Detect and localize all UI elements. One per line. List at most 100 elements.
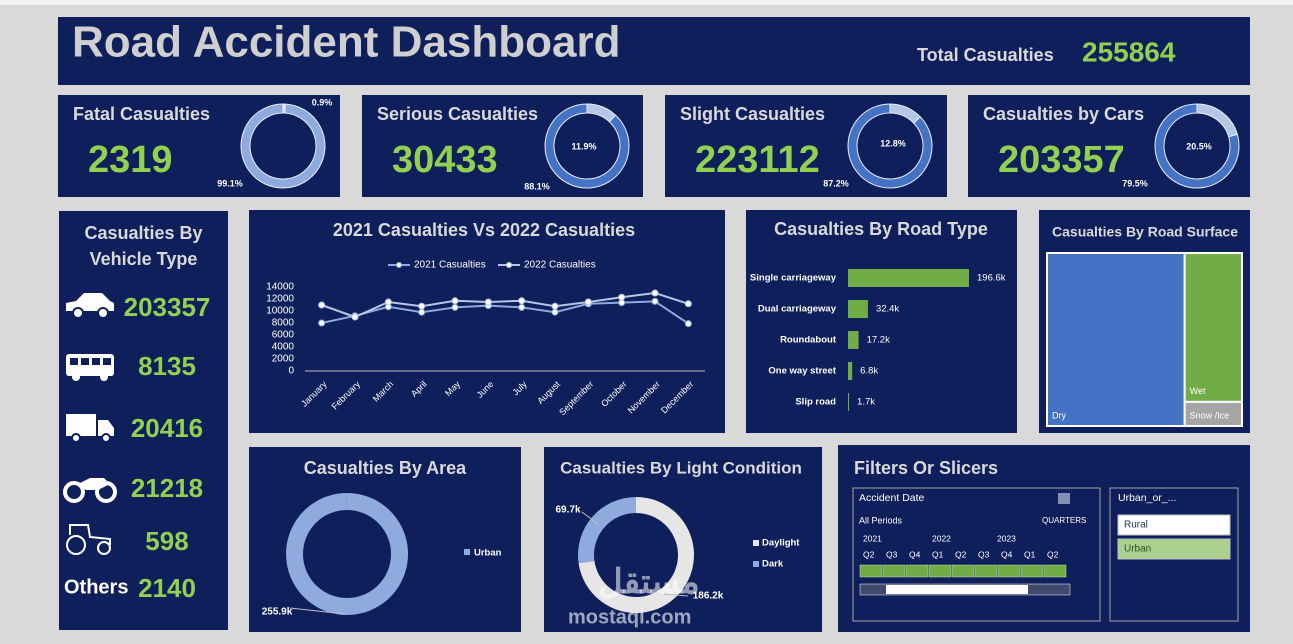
timeline-cell[interactable] (1043, 564, 1067, 578)
data-label: 99.1% (217, 178, 243, 188)
scrollbar-thumb[interactable] (886, 585, 1028, 594)
slicer-title: Urban_or_... (1118, 492, 1176, 504)
tile-label: Wet (1190, 386, 1206, 396)
timeline-quarter: Q2 (863, 549, 875, 559)
timeline-year: 2022 (932, 533, 951, 543)
leader-line (289, 607, 346, 615)
tile-label: Dry (1052, 410, 1066, 420)
data-label: 17.2k (867, 335, 890, 346)
y-tick-label: Roundabout (780, 335, 837, 346)
timeline-quarter: Q4 (909, 549, 921, 559)
icon-shape (70, 358, 78, 365)
bar (848, 393, 850, 411)
legend-label: Urban (474, 548, 502, 559)
bar (848, 300, 868, 318)
timeline-year: 2021 (863, 533, 882, 543)
y-tick-label: One way street (768, 366, 836, 377)
series-point (318, 319, 326, 327)
card-title: Serious Casualties (377, 104, 538, 124)
timeline-clear (1058, 493, 1070, 504)
legend-label: Daylight (762, 538, 800, 549)
series-point (418, 302, 426, 310)
vehicle-icon (66, 414, 114, 443)
series-point (451, 303, 459, 311)
y-tick-label: Dual carriageway (758, 304, 837, 315)
legend-swatch (396, 262, 402, 268)
icon-shape (81, 358, 89, 365)
data-label: 11.9% (571, 141, 596, 151)
data-label: 79.5% (1122, 178, 1148, 188)
vehicle-value: 21218 (131, 473, 203, 503)
data-label: 88.1% (524, 181, 550, 191)
y-tick-label: 4000 (272, 342, 295, 353)
vehicle-icon (63, 478, 117, 503)
treemap-tile (1183, 400, 1244, 427)
card-title: Slight Casualties (680, 104, 825, 124)
data-label: 1.7k (857, 397, 875, 408)
icon-shape (100, 373, 108, 381)
timeline-cell[interactable] (1020, 564, 1044, 578)
series-point (451, 297, 459, 305)
timeline-quarter: Q3 (978, 549, 990, 559)
timeline-cell[interactable] (974, 564, 998, 578)
icon-shape (78, 478, 110, 490)
series-point (318, 301, 326, 309)
data-label: 12.8% (880, 138, 906, 148)
timeline (852, 487, 1101, 622)
timeline-cell[interactable] (928, 564, 952, 578)
slicer-item[interactable] (1117, 538, 1231, 560)
kpi-value: 255864 (1082, 36, 1176, 67)
watermark-text: mostaql.com (568, 606, 691, 628)
data-label: 69.7k (555, 505, 580, 516)
donut-segment (847, 103, 933, 189)
icon-shape (66, 414, 96, 436)
timeline-quarter: Q3 (886, 549, 898, 559)
panel-title: Filters Or Slicers (854, 458, 998, 478)
data-label: 255.9k (262, 607, 293, 618)
icon-shape (72, 373, 80, 381)
chart-title: Casualties By Road Surface (1052, 224, 1238, 240)
vehicle-value: 598 (145, 526, 188, 556)
series-point (518, 303, 526, 311)
slicer-item-label: Rural (1124, 520, 1148, 531)
series-point (484, 298, 492, 306)
dashboard-title: Road Accident Dashboard (72, 18, 620, 67)
series-point (684, 320, 692, 328)
chart-title: 2021 Casualties Vs 2022 Casualties (333, 220, 635, 240)
card-title: Casualties by Cars (983, 104, 1144, 124)
bar (848, 362, 853, 380)
data-label: 196.6k (977, 273, 1006, 284)
data-label: 32.4k (876, 304, 899, 315)
data-label: 87.2% (823, 178, 849, 188)
data-label: 186.2k (693, 591, 724, 602)
timeline-period: All Periods (859, 515, 903, 525)
timeline-cell[interactable] (859, 564, 883, 578)
timeline-level[interactable]: QUARTERS (1042, 516, 1086, 525)
series-point (518, 297, 526, 305)
vehicle-value: 20416 (131, 413, 203, 443)
y-tick-label: 12000 (266, 294, 294, 305)
timeline-cell[interactable] (905, 564, 929, 578)
series-point (618, 293, 626, 301)
timeline-quarter: Q2 (955, 549, 967, 559)
vehicle-value: 8135 (138, 351, 196, 381)
icon-shape (66, 535, 86, 555)
legend-swatch (753, 540, 759, 546)
donut-segment (240, 103, 326, 189)
chart-title: Casualties By Area (304, 458, 467, 478)
legend-swatch (464, 549, 470, 555)
data-label: 0.9% (312, 97, 333, 107)
y-tick-label: 0 (288, 366, 294, 377)
icon-shape (97, 307, 109, 319)
timeline-cell[interactable] (951, 564, 975, 578)
slicer-item[interactable] (1117, 514, 1231, 536)
card-title: Fatal Casualties (73, 104, 210, 124)
watermark-logo: مستقل (598, 563, 700, 601)
timeline-cell[interactable] (882, 564, 906, 578)
data-label: 20.5% (1186, 141, 1212, 151)
timeline-cell[interactable] (997, 564, 1021, 578)
vehicle-value: 203357 (124, 292, 211, 322)
timeline-title: Accident Date (859, 492, 925, 504)
leader-line (663, 593, 689, 597)
